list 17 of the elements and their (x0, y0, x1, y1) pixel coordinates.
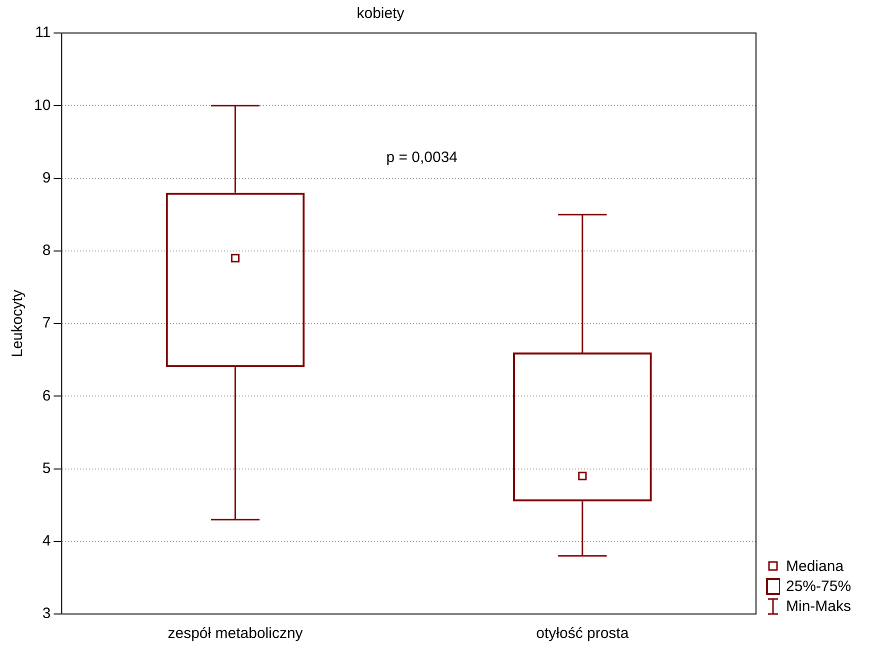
y-tick-label: 9 (42, 169, 51, 186)
y-axis-title: Leukocyty (9, 289, 26, 358)
text: Mediana (786, 558, 844, 574)
chart-title: kobiety (356, 5, 405, 22)
y-tick-label: 6 (42, 387, 51, 404)
y-tick-label: 11 (35, 24, 51, 42)
x-tick-label: zespół metaboliczny (168, 625, 304, 642)
y-tick-label: 10 (34, 96, 51, 114)
y-tick-label: 3 (42, 605, 51, 622)
y-tick-label: 8 (42, 242, 51, 260)
annotation: p = 0,0034 (386, 149, 458, 166)
text: 25%-75% (786, 578, 852, 594)
x-tick-label: otyłość prosta (536, 625, 630, 642)
y-tick-label: 4 (42, 532, 51, 550)
y-tick-label: 5 (42, 460, 51, 477)
y-tick-label: 7 (42, 314, 51, 332)
text: Min-Maks (786, 598, 852, 614)
